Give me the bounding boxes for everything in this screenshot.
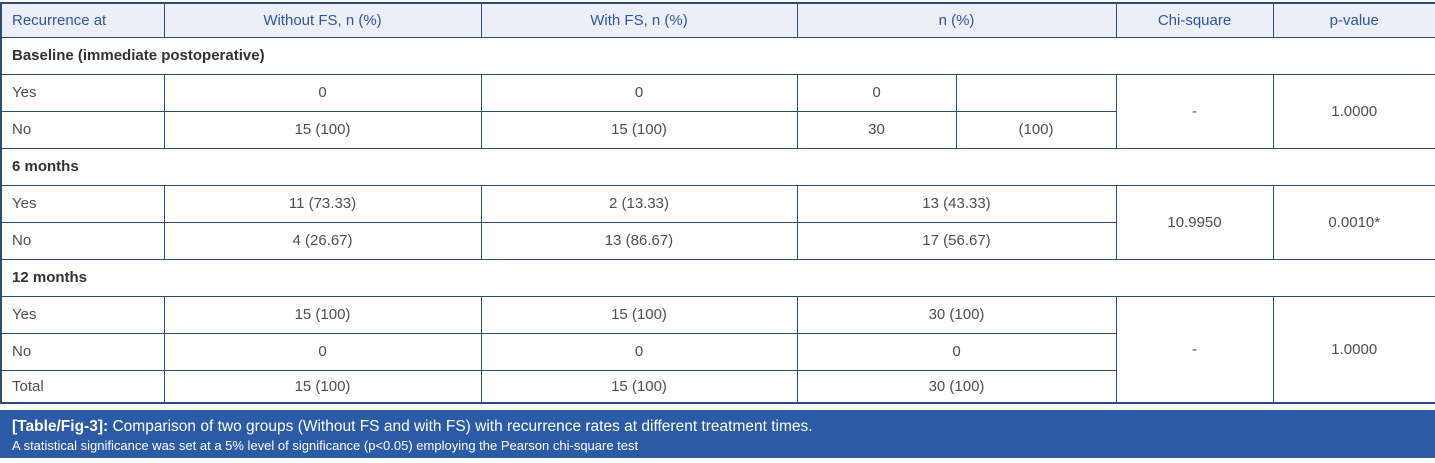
caption-text: Comparison of two groups (Without FS and… bbox=[112, 418, 813, 435]
cell-with-fs: 15 (100) bbox=[480, 110, 798, 149]
section-title: Baseline (immediate postoperative) bbox=[0, 36, 1435, 75]
cell-n: 0 bbox=[796, 332, 1117, 371]
row-label: Total bbox=[0, 369, 165, 404]
cell-chi-square: 10.9950 bbox=[1115, 184, 1274, 260]
table-caption: [Table/Fig-3]: Comparison of two groups … bbox=[0, 410, 1435, 458]
cell-p-value: 1.0000 bbox=[1272, 73, 1435, 149]
cell-with-fs: 0 bbox=[480, 73, 798, 112]
cell-p-value: 0.0010* bbox=[1272, 184, 1435, 260]
header-n-pct: n (%) bbox=[796, 2, 1117, 38]
cell-n-count: 0 bbox=[796, 73, 957, 112]
table-row: No 4 (26.67) 13 (86.67) 17 (56.67) bbox=[0, 221, 1435, 260]
row-label: No bbox=[0, 332, 165, 371]
row-label: Yes bbox=[0, 295, 165, 334]
table-row: Yes 0 0 0 - 1.0000 bbox=[0, 73, 1435, 149]
cell-without-fs: 0 bbox=[163, 332, 482, 371]
cell-n: 30 (100) bbox=[796, 295, 1117, 334]
row-label: No bbox=[0, 221, 165, 260]
header-p-value: p-value bbox=[1272, 2, 1435, 38]
cell-n: 17 (56.67) bbox=[796, 221, 1117, 260]
cell-with-fs: 0 bbox=[480, 332, 798, 371]
section-6-months: 6 months bbox=[0, 147, 1435, 186]
table-row-total: Total 15 (100) 15 (100) 30 (100) bbox=[0, 369, 1435, 404]
table-row: Yes 11 (73.33) 2 (13.33) 13 (43.33) 10.9… bbox=[0, 184, 1435, 260]
header-without-fs: Without FS, n (%) bbox=[163, 2, 482, 38]
caption-tag: [Table/Fig-3]: bbox=[12, 418, 109, 435]
caption-note: A statistical significance was set at a … bbox=[12, 438, 639, 454]
table-row: No 15 (100) 15 (100) 30 (100) bbox=[0, 110, 1435, 149]
caption-title: [Table/Fig-3]: Comparison of two groups … bbox=[12, 417, 1423, 437]
cell-with-fs: 2 (13.33) bbox=[480, 184, 798, 223]
results-table: Recurrence at Without FS, n (%) With FS,… bbox=[0, 2, 1435, 404]
cell-without-fs: 0 bbox=[163, 73, 482, 112]
cell-without-fs: 15 (100) bbox=[163, 369, 482, 404]
section-title: 6 months bbox=[0, 147, 1435, 186]
row-label: Yes bbox=[0, 184, 165, 223]
cell-without-fs: 4 (26.67) bbox=[163, 221, 482, 260]
cell-with-fs: 15 (100) bbox=[480, 369, 798, 404]
cell-n: 30 (100) bbox=[796, 369, 1117, 404]
cell-chi-square: - bbox=[1115, 295, 1274, 404]
section-baseline: Baseline (immediate postoperative) bbox=[0, 36, 1435, 75]
header-recurrence-at: Recurrence at bbox=[0, 2, 165, 38]
header-row: Recurrence at Without FS, n (%) With FS,… bbox=[0, 2, 1435, 38]
cell-without-fs: 11 (73.33) bbox=[163, 184, 482, 223]
row-label: Yes bbox=[0, 73, 165, 112]
cell-n-pct bbox=[955, 73, 1117, 112]
section-12-months: 12 months bbox=[0, 258, 1435, 297]
cell-with-fs: 15 (100) bbox=[480, 295, 798, 334]
cell-p-value: 1.0000 bbox=[1272, 295, 1435, 404]
cell-chi-square: - bbox=[1115, 73, 1274, 149]
cell-without-fs: 15 (100) bbox=[163, 295, 482, 334]
cell-n-count: 30 bbox=[796, 110, 957, 149]
cell-with-fs: 13 (86.67) bbox=[480, 221, 798, 260]
header-chi-square: Chi-square bbox=[1115, 2, 1274, 38]
section-title: 12 months bbox=[0, 258, 1435, 297]
table-row: Yes 15 (100) 15 (100) 30 (100) - 1.0000 bbox=[0, 295, 1435, 404]
cell-n-pct: (100) bbox=[955, 110, 1117, 149]
row-label: No bbox=[0, 110, 165, 149]
cell-n: 13 (43.33) bbox=[796, 184, 1117, 223]
header-with-fs: With FS, n (%) bbox=[480, 2, 798, 38]
cell-without-fs: 15 (100) bbox=[163, 110, 482, 149]
